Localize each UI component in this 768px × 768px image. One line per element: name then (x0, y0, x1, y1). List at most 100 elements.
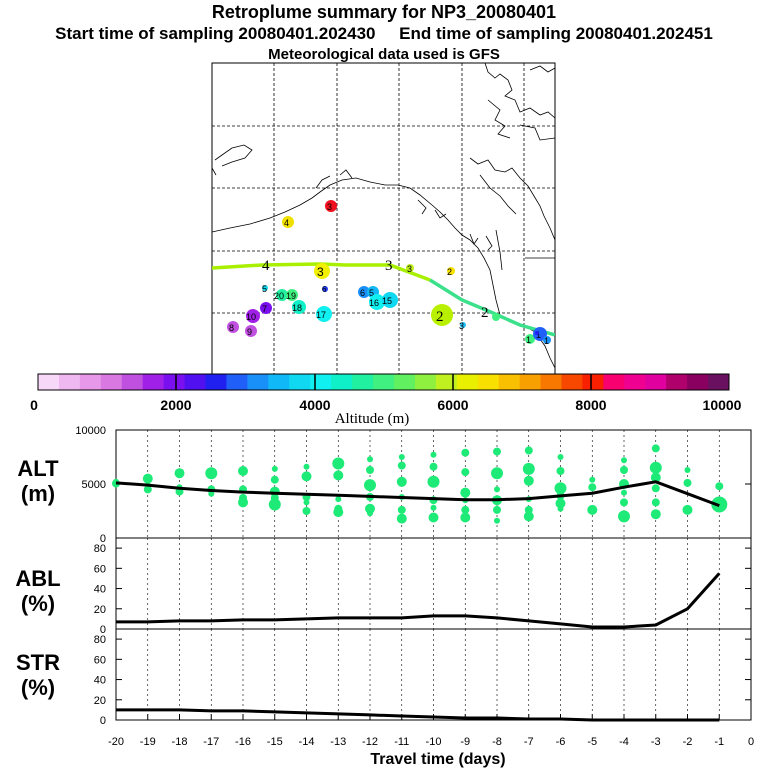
y-tick-label: 0 (100, 624, 106, 636)
plume-cluster-point (589, 476, 596, 483)
colorbar-cell (331, 374, 353, 390)
colorbar-cell (561, 374, 583, 390)
plume-cluster-point (335, 496, 342, 503)
colorbar-cell (582, 374, 604, 390)
plume-cluster-point (683, 478, 692, 487)
x-tick-label: -1 (714, 736, 724, 748)
colorbar-cell (79, 374, 102, 390)
colorbar-label: Altitude (m) (335, 411, 410, 427)
x-tick-label: -14 (299, 736, 315, 748)
cluster-markers: 4 3 3 3 2 5 20 19 6 18 17 6 5 16 15 7 10… (227, 200, 551, 346)
plume-cluster-point (428, 512, 439, 523)
y-tick-label: 0 (100, 715, 106, 727)
cluster-label: 6 (322, 285, 327, 294)
altitude-colorbar: 0 2000 4000 6000 8000 10000 Altitude (m) (30, 373, 742, 427)
plume-cluster-point (588, 483, 597, 492)
x-tick-label: -19 (140, 736, 156, 748)
plume-cluster-point (715, 482, 724, 491)
colorbar-tick: 10000 (703, 397, 742, 413)
met-data-note: Meteorological data used is GFS (268, 46, 500, 63)
colorbar-cell (121, 374, 144, 390)
x-tick-label: -2 (683, 736, 693, 748)
cluster-label: 8 (229, 323, 234, 333)
plume-cluster-point (398, 454, 405, 460)
colorbar-cell (456, 374, 479, 390)
plume-cluster-point (621, 457, 627, 464)
colorbar-cell (645, 374, 667, 390)
plume-cluster-point (461, 468, 470, 477)
page-title: Retroplume summary for NP3_20080401 (211, 2, 557, 22)
cluster-label: 15 (382, 296, 392, 306)
plume-cluster-point (684, 467, 691, 473)
plume-cluster-point (523, 511, 534, 522)
colorbar-cell (519, 374, 542, 390)
y-tick-label: 80 (94, 634, 106, 646)
cluster-label: 16 (369, 298, 379, 308)
plume-cluster-point (494, 517, 500, 524)
plume-cluster-point (460, 512, 471, 523)
plume-cluster-point (397, 461, 406, 470)
plume-cluster-point (651, 444, 660, 453)
plume-cluster-point (493, 447, 501, 456)
abl-fraction-line (116, 572, 721, 629)
cluster-label: 9 (247, 327, 252, 337)
plume-cluster-point (649, 461, 662, 474)
x-tick-label: -8 (492, 736, 502, 748)
plume-cluster-point (208, 490, 215, 497)
sampling-times: Start time of sampling 20080401.202430 E… (55, 24, 713, 43)
colorbar-cell (226, 374, 248, 390)
plume-cluster-point (333, 470, 344, 481)
plume-cluster-point (651, 484, 660, 493)
colorbar-cell (540, 374, 562, 390)
plume-cluster-point (238, 497, 248, 508)
colorbar-tick: 0 (30, 397, 38, 413)
colorbar-cell (435, 374, 458, 390)
plume-cluster-point (142, 473, 153, 484)
colorbar-cell (100, 374, 123, 390)
cluster-label: 19 (286, 291, 296, 301)
plume-cluster-point (364, 479, 376, 492)
plume-cluster-point (556, 467, 565, 475)
y-tick-label: 5000 (82, 479, 106, 491)
x-tick-label: -4 (619, 736, 629, 748)
plume-cluster-point (461, 448, 470, 457)
plume-cluster-point (587, 504, 598, 515)
plume-cluster-point (557, 454, 564, 460)
colorbar-tick: 2000 (160, 397, 191, 413)
plume-cluster-point (620, 466, 628, 474)
colorbar-cell (247, 374, 269, 390)
x-tick-label: -5 (587, 736, 597, 748)
str-axis-label: STR (16, 650, 60, 675)
alt-axis-label: ALT (17, 456, 59, 481)
plume-cluster-point (366, 466, 374, 474)
plume-cluster-point (523, 475, 534, 486)
cluster-label: 2 (447, 267, 452, 277)
stratosphere-fraction-line (116, 708, 720, 722)
colorbar-cell (624, 374, 646, 390)
plume-track-early (212, 262, 431, 282)
plume-cluster-point (396, 513, 407, 524)
x-tick-label: 0 (748, 736, 754, 748)
colorbar-cell (393, 374, 416, 390)
plume-cluster-point (174, 468, 185, 479)
cluster-label: 3 (327, 202, 332, 212)
cluster-label: 2 (436, 309, 444, 325)
colorbar-cell (414, 374, 437, 390)
cluster-label: 3 (459, 321, 464, 331)
colorbar-cell (708, 374, 730, 390)
str-axis-unit: (%) (21, 675, 55, 700)
plume-cluster-point (429, 462, 438, 471)
plume-cluster-point (494, 486, 500, 493)
plume-cluster-point (650, 509, 661, 520)
cluster-label: 5 (369, 288, 374, 298)
cluster-label: 17 (316, 310, 326, 320)
x-tick-label: -10 (426, 736, 442, 748)
y-tick-label: 60 (94, 563, 106, 575)
plume-track-late (429, 278, 555, 337)
abl-axis-label: ABL (15, 566, 60, 591)
plume-cluster-point (365, 503, 375, 514)
colorbar-cell (142, 374, 165, 390)
colorbar-major-dividers (175, 374, 592, 390)
plume-cluster-point (522, 462, 535, 475)
plume-cluster-point (367, 510, 373, 517)
